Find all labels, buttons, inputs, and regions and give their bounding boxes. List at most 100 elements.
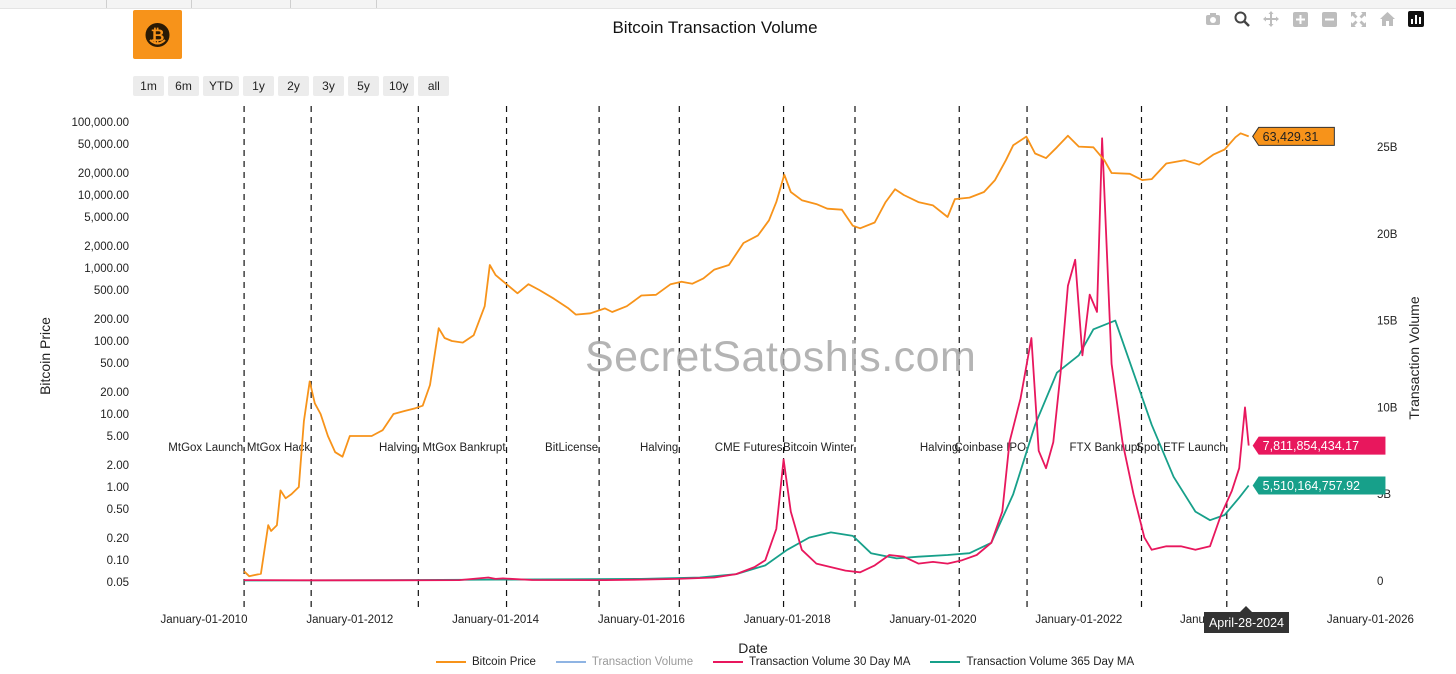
hover-date-label: April-28-2024	[1209, 616, 1284, 630]
range-selector: 1m 6m YTD 1y 2y 3y 5y 10y all	[133, 76, 450, 96]
zoom-in-icon[interactable]	[1290, 9, 1310, 29]
legend-label: Transaction Volume 30 Day MA	[749, 656, 911, 668]
y-left-tick: 0.50	[107, 504, 129, 516]
y-right-tick: 10B	[1377, 402, 1398, 414]
y-left-tick: 200.00	[94, 314, 129, 326]
bar-chart-icon[interactable]	[1406, 9, 1426, 29]
y-left-tick: 10,000.00	[78, 190, 129, 202]
event-label: MtGox Hack	[247, 442, 311, 454]
event-label: Spot ETF Launch	[1136, 442, 1226, 454]
svg-text:₿: ₿	[151, 26, 165, 46]
event-label: MtGox Bankrupt	[422, 442, 506, 454]
x-tick: January-01-2010	[161, 614, 248, 626]
range-button-all[interactable]: all	[418, 76, 450, 96]
y-right-tick: 0	[1377, 576, 1383, 588]
x-tick: January-01-2018	[744, 614, 831, 626]
event-label: Bitcoin Winter	[783, 442, 854, 454]
y-left-tick: 10.00	[100, 409, 129, 421]
range-button-6m[interactable]: 6m	[168, 76, 199, 96]
left-axis-ticks: 100,000.00 50,000.00 20,000.00 10,000.00 5,0…	[71, 117, 129, 589]
x-tick: January-01-2016	[598, 614, 685, 626]
pan-icon[interactable]	[1261, 9, 1281, 29]
y-right-tick: 25B	[1377, 142, 1398, 154]
series-lines	[243, 132, 1250, 582]
legend-item[interactable]: Transaction Volume 30 Day MA	[713, 656, 910, 668]
y-left-tick: 100,000.00	[71, 117, 129, 129]
y-left-tick: 0.10	[107, 555, 129, 567]
last-value-label: 63,429.31	[1263, 130, 1319, 144]
camera-icon[interactable]	[1203, 9, 1223, 29]
watermark: SecretSatoshis.com	[585, 333, 977, 381]
tab-divider	[191, 0, 192, 8]
tab-divider	[106, 0, 107, 8]
event-label: Halving	[640, 442, 678, 454]
event-label: BitLicense	[545, 442, 598, 454]
y-right-tick: 20B	[1377, 229, 1398, 241]
autoscale-icon[interactable]	[1348, 9, 1368, 29]
range-button-10y[interactable]: 10y	[383, 76, 415, 96]
y-left-tick: 5.00	[107, 431, 129, 443]
legend-label: Transaction Volume	[591, 656, 694, 668]
event-label: FTX Bankrupt	[1070, 442, 1142, 454]
last-value-label: 5,510,164,757.92	[1263, 479, 1360, 493]
series-line-bitcoin-price[interactable]	[243, 132, 1250, 578]
x-tick: January-01-2012	[306, 614, 393, 626]
x-axis-ticks: January-01-2010 January-01-2012 January-01…	[161, 614, 1414, 626]
y-left-tick: 5,000.00	[84, 212, 129, 224]
y-left-tick: 100.00	[94, 336, 129, 348]
legend-item[interactable]: Transaction Volume	[555, 656, 694, 668]
event-label: Coinbase IPO	[954, 442, 1026, 454]
legend-swatch	[930, 661, 961, 663]
tab-divider	[376, 0, 377, 8]
legend-label: Bitcoin Price	[472, 656, 536, 668]
y-left-tick: 1.00	[107, 482, 129, 494]
home-icon[interactable]	[1377, 9, 1397, 29]
y-right-label: Transaction Volume	[1406, 296, 1422, 419]
y-left-tick: 20.00	[100, 387, 129, 399]
legend-item[interactable]: Transaction Volume 365 Day MA	[930, 656, 1134, 668]
last-value-badge: 7,811,854,434.17	[1252, 436, 1386, 455]
range-button-1m[interactable]: 1m	[133, 76, 164, 96]
legend-swatch	[436, 661, 466, 663]
legend-label: Transaction Volume 365 Day MA	[966, 656, 1135, 668]
zoom-out-icon[interactable]	[1319, 9, 1339, 29]
range-button-1y[interactable]: 1y	[243, 76, 274, 96]
legend-swatch	[713, 661, 744, 663]
range-button-5y[interactable]: 5y	[348, 76, 379, 96]
chart-title: Bitcoin Transaction Volume	[612, 18, 818, 37]
range-button-ytd[interactable]: YTD	[203, 76, 239, 96]
last-value-label: 7,811,854,434.17	[1263, 439, 1359, 453]
x-tick-partial: Janu	[1180, 614, 1205, 626]
y-right-tick: 15B	[1377, 316, 1398, 328]
legend-item[interactable]: Bitcoin Price	[436, 656, 536, 668]
x-tick: January-01-2026	[1327, 614, 1414, 626]
y-left-tick: 2.00	[107, 460, 129, 472]
y-left-tick: 20,000.00	[78, 168, 129, 180]
y-left-tick: 500.00	[94, 285, 129, 297]
range-button-2y[interactable]: 2y	[278, 76, 309, 96]
x-tick: January-01-2020	[890, 614, 977, 626]
y-left-tick: 50,000.00	[78, 139, 129, 151]
last-value-badge: 63,429.31	[1252, 126, 1335, 146]
chart-toolbar	[1203, 9, 1426, 29]
event-label: CME Futures	[715, 442, 783, 454]
y-left-tick: 2,000.00	[84, 241, 129, 253]
y-left-label: Bitcoin Price	[37, 317, 53, 395]
event-label: Halving	[920, 442, 958, 454]
series-line-transaction-volume-30-day-ma[interactable]	[244, 137, 1250, 582]
zoom-icon[interactable]	[1232, 9, 1252, 29]
event-label: Halving	[379, 442, 417, 454]
legend-swatch	[555, 661, 586, 663]
y-left-tick: 0.05	[107, 577, 129, 589]
x-tick: January-01-2014	[452, 614, 540, 626]
hover-date-tooltip: April-28-2024	[1204, 606, 1289, 633]
legend: Bitcoin Price Transaction Volume Transacti…	[436, 656, 1134, 668]
bitcoin-logo-icon: ₿	[133, 10, 182, 59]
y-left-tick: 50.00	[100, 358, 129, 370]
y-left-tick: 1,000.00	[84, 263, 129, 275]
event-label: MtGox Launch	[168, 442, 243, 454]
tab-divider	[290, 0, 291, 8]
range-button-3y[interactable]: 3y	[313, 76, 344, 96]
